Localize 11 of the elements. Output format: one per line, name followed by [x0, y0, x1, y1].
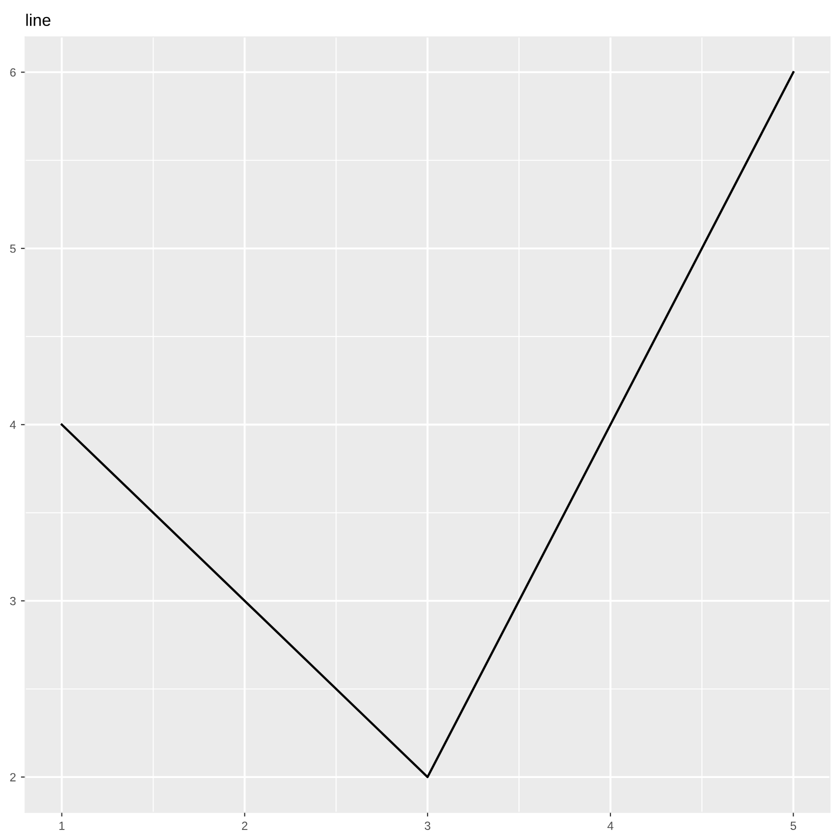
- y-tick-label: 4: [10, 420, 16, 429]
- x-tick-label: 2: [242, 822, 248, 830]
- y-tick-label: 6: [10, 68, 16, 77]
- chart-title: line: [26, 14, 50, 26]
- y-tick-label: 3: [10, 596, 16, 606]
- y-tick-label: 5: [10, 244, 16, 253]
- x-tick-label: 1: [59, 822, 64, 830]
- y-tick-label: 2: [10, 773, 16, 782]
- x-tick-label: 4: [607, 822, 614, 830]
- x-tick-label: 3: [424, 822, 430, 830]
- x-tick-label: 5: [790, 822, 796, 830]
